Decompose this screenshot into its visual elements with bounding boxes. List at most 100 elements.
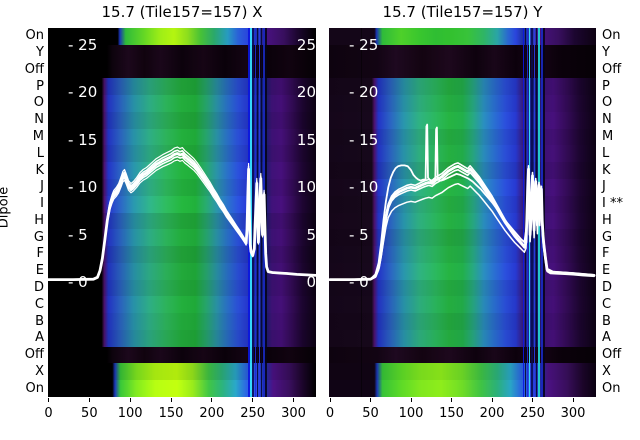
- x-tick-mark: [211, 398, 213, 402]
- dipole-label-left: Off: [24, 61, 44, 77]
- y-tick-label: - 10: [349, 178, 379, 197]
- dipole-label-left: N: [34, 112, 44, 128]
- dipole-label-left: M: [32, 129, 44, 145]
- dipole-label-right: O: [602, 95, 613, 111]
- x-tick-mark: [293, 398, 294, 402]
- dipole-label-right: Off: [602, 347, 622, 363]
- y-tick-label: - 15: [349, 130, 379, 149]
- dipole-label-right: Off: [602, 61, 622, 77]
- dipole-label-right: F: [602, 246, 610, 262]
- x-tick-mark: [370, 398, 371, 402]
- x-tick-label: 250: [520, 406, 545, 421]
- dipole-label-right: J: [602, 179, 606, 195]
- x-tick-label: 300: [560, 406, 586, 421]
- x-tick-label: 150: [439, 406, 464, 421]
- x-tick-mark: [532, 398, 533, 402]
- x-tick-label: 250: [240, 406, 266, 421]
- y-tick-label: - 5: [68, 225, 88, 244]
- panel-y-title: 15.7 (Tile157=157) Y: [382, 3, 543, 21]
- dipole-curves: [329, 123, 596, 282]
- x-tick-label: 150: [158, 406, 184, 421]
- x-tick-mark: [252, 398, 254, 402]
- dipole-label-right: P: [602, 78, 610, 94]
- y-tick-label-right: 10: [296, 178, 316, 197]
- y-tick-label: - 15: [68, 130, 98, 149]
- dipole-label-left: On: [25, 28, 44, 44]
- y-tick-label-right: 15: [296, 130, 316, 149]
- dipole-label-left: Off: [24, 347, 44, 363]
- dipole-label-left: X: [35, 363, 44, 379]
- x-tick-label: 100: [117, 406, 143, 421]
- waterfall-panel-y: - 0 - 5 - 10 - 15 - 20 - 25: [329, 28, 596, 397]
- dipole-label-left: D: [33, 279, 44, 295]
- dipole-label-left: E: [35, 263, 44, 279]
- x-tick-mark: [410, 398, 412, 402]
- dipole-label-right: N: [602, 112, 612, 128]
- x-tick-mark: [170, 398, 172, 402]
- dipole-label-right: M: [602, 129, 614, 145]
- y-tick-label: - 0: [68, 273, 88, 291]
- dipole-label-left: J: [40, 179, 44, 195]
- rfi-stripe: [360, 28, 362, 397]
- dipole-label-right: On: [602, 380, 621, 396]
- x-tick-label: 0: [325, 406, 335, 421]
- dipole-label-right: H: [602, 212, 612, 228]
- dipole-label-right: X: [602, 363, 611, 379]
- dipole-curve: [329, 182, 595, 281]
- dipole-label-right: Y: [602, 45, 610, 61]
- x-tick-mark: [572, 398, 574, 402]
- panel-x-title: 15.7 (Tile157=157) X: [101, 3, 263, 21]
- dipole-label-right: L: [602, 145, 610, 161]
- x-tick-mark: [129, 398, 131, 402]
- dipole-label-left: C: [34, 296, 44, 312]
- dipole-label-left: F: [36, 246, 44, 262]
- y-tick-label: - 20: [349, 83, 379, 102]
- x-tick-mark: [451, 398, 452, 402]
- dipole-label-right: D: [602, 279, 613, 295]
- y-tick-label: - 25: [349, 36, 379, 54]
- dipole-curve: [329, 164, 596, 282]
- x-tick-label: 0: [44, 406, 53, 421]
- dipole-curve: [329, 123, 596, 281]
- dipole-label-left: H: [34, 212, 44, 228]
- x-tick-label: 50: [362, 406, 379, 421]
- y-tick-label: - 0: [349, 273, 369, 291]
- dipole-label-right: E: [602, 263, 611, 279]
- dipole-label-left: B: [35, 313, 44, 329]
- waterfall-panel-x: - 0 0 - 5 5 - 10 10 - 15 15 - 20 20 - 25 25: [48, 28, 316, 397]
- rfi-stripe: [252, 28, 255, 397]
- y-tick-label: - 10: [68, 178, 98, 197]
- dipole-label-right: I **: [602, 196, 623, 212]
- dipole-label-left: G: [33, 229, 44, 245]
- dipole-label-left: I: [40, 196, 44, 212]
- x-tick-label: 50: [81, 406, 98, 421]
- dipole-curve: [48, 149, 316, 281]
- x-tick-mark: [48, 398, 49, 402]
- dipole-curve: [48, 146, 316, 281]
- dipole-label-left: Y: [36, 45, 44, 61]
- dipole-label-left: A: [35, 330, 44, 346]
- y-tick-label: - 20: [68, 83, 98, 102]
- dipole-label-left: O: [33, 95, 44, 111]
- x-tick-label: 200: [479, 406, 505, 421]
- dipole-curves: [48, 146, 316, 282]
- x-tick-label: 100: [398, 406, 424, 421]
- y-tick-label-right: 0: [306, 273, 316, 291]
- x-tick-mark: [329, 398, 331, 402]
- x-tick-mark: [88, 398, 90, 402]
- y-tick-label-right: 5: [306, 225, 316, 244]
- dipole-label-right: G: [602, 229, 613, 245]
- dipole-labels-left: On Y Off P O N M L K J I H G F E D C B A Off X On: [0, 0, 44, 440]
- dipole-label-left: On: [25, 380, 44, 396]
- x-tick-mark: [491, 398, 493, 402]
- dipole-label-right: On: [602, 28, 621, 44]
- y-tick-label: - 5: [349, 225, 369, 244]
- y-tick-label-right: 25: [296, 36, 316, 54]
- rfi-stripe: [543, 28, 545, 397]
- x-tick-label: 300: [281, 406, 306, 421]
- x-tick-label: 200: [199, 406, 225, 421]
- dipole-label-right: K: [602, 162, 611, 178]
- dipole-label-right: C: [602, 296, 612, 312]
- dipole-label-left: P: [36, 78, 44, 94]
